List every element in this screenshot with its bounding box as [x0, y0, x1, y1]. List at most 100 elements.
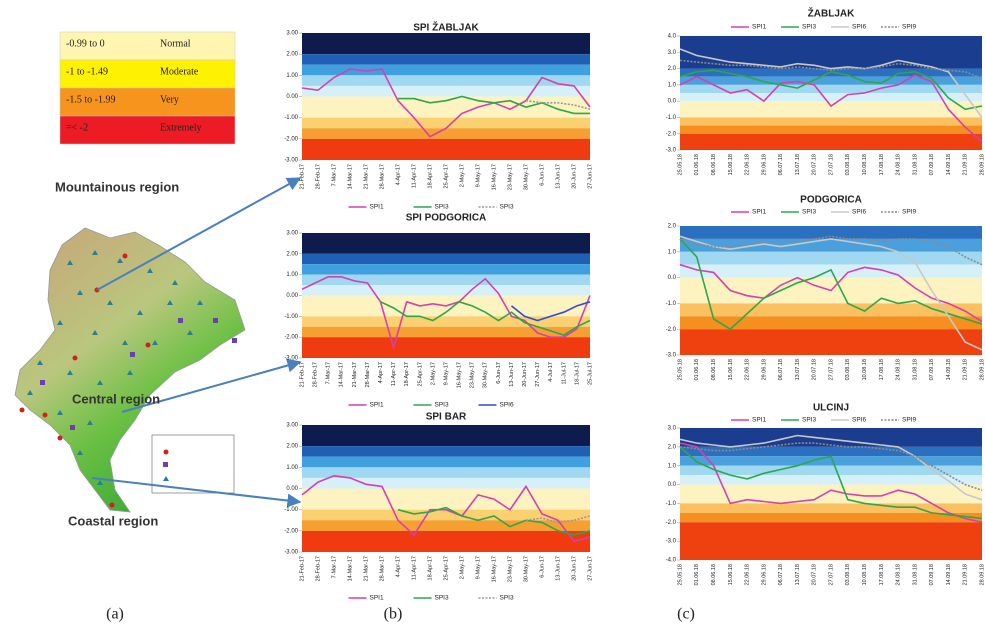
legend-label: SPI9	[902, 24, 916, 31]
panel-label: (c)	[677, 606, 695, 623]
x-tick-label: 08.06.18	[711, 359, 717, 380]
class-name: Very	[160, 94, 179, 105]
x-tick-label: 29.06.18	[761, 359, 767, 380]
panel-label: (a)	[106, 606, 124, 623]
chart-title: SPI PODGORICA	[406, 213, 487, 224]
x-tick-label: 25.05.18	[677, 564, 683, 585]
region-label: Central region	[72, 391, 160, 406]
x-tick-label: 30-May-17	[483, 362, 489, 388]
x-tick-label: 15.06.18	[728, 564, 734, 585]
x-tick-label: 18-Jul-17	[574, 362, 580, 385]
class-band	[680, 239, 982, 252]
x-tick-label: 7-Mar-17	[326, 362, 332, 384]
x-tick-label: 13.07.18	[795, 154, 801, 175]
y-tick-label: 0.00	[286, 94, 298, 100]
x-tick-label: 21-Mar-17	[352, 362, 358, 387]
x-tick-label: 06.07.18	[778, 154, 784, 175]
x-tick-label: 10.08.18	[862, 154, 868, 175]
y-tick-label: -2.00	[284, 335, 298, 341]
x-tick-label: 6-Jun-17	[539, 164, 545, 186]
class-band	[302, 285, 590, 295]
x-tick-label: 17.08.18	[879, 154, 885, 175]
x-tick-label: 20-Jun-17	[571, 164, 577, 189]
legend-label: SPI3	[435, 204, 449, 211]
legend-label: SPI6	[500, 402, 514, 409]
y-tick-label: 0.00	[286, 293, 298, 299]
x-tick-label: 03.08.18	[845, 359, 851, 380]
legend-label: SPI6	[852, 417, 866, 424]
y-tick-label: -4.0	[666, 558, 677, 564]
y-tick-label: 1.00	[286, 272, 298, 278]
class-band	[680, 134, 982, 150]
legend-label: SPI3	[435, 595, 449, 602]
x-tick-label: 25-Apr-17	[417, 362, 423, 386]
x-tick-label: 15.06.18	[728, 359, 734, 380]
x-tick-label: 28-Mar-17	[379, 556, 385, 581]
class-band	[302, 478, 590, 489]
x-tick-label: 31.08.18	[912, 154, 918, 175]
x-tick-label: 25.05.18	[677, 359, 683, 380]
class-band	[302, 489, 590, 510]
class-band	[680, 36, 982, 69]
x-tick-label: 07.09.18	[929, 359, 935, 380]
x-tick-label: 01.06.18	[694, 564, 700, 585]
x-tick-label: 01.06.18	[694, 154, 700, 175]
class-band	[680, 475, 982, 484]
y-tick-label: 0.0	[668, 99, 677, 105]
chart-title: ULCINJ	[813, 403, 849, 414]
x-tick-label: 7-Mar-17	[331, 164, 337, 186]
x-tick-label: 18-Apr-17	[427, 556, 433, 580]
x-tick-label: 13-Jun-17	[509, 362, 515, 387]
x-tick-label: 08.06.18	[711, 154, 717, 175]
x-tick-label: 18-Apr-17	[404, 362, 410, 386]
x-tick-label: 18-Apr-17	[427, 164, 433, 188]
x-tick-label: 31.08.18	[912, 359, 918, 380]
x-tick-label: 17.08.18	[879, 359, 885, 380]
x-tick-label: 17.08.18	[879, 564, 885, 585]
x-tick-label: 6-Jun-17	[539, 556, 545, 578]
x-tick-label: 6-Jun-17	[496, 362, 502, 384]
x-tick-label: 28.09.18	[979, 564, 985, 585]
class-band	[302, 467, 590, 478]
class-band	[680, 329, 982, 355]
class-band	[680, 447, 982, 456]
class-band	[302, 425, 590, 446]
y-tick-label: -1.0	[666, 501, 677, 507]
x-tick-label: 23-May-17	[507, 556, 513, 582]
x-tick-label: 20.07.18	[812, 564, 818, 585]
x-tick-label: 21.09.18	[963, 564, 969, 585]
y-tick-label: 0.0	[668, 482, 677, 488]
x-tick-label: 9-May-17	[443, 362, 449, 385]
y-tick-label: 4.0	[668, 34, 677, 40]
class-band	[302, 457, 590, 468]
region-label: Coastal region	[68, 513, 158, 528]
x-tick-label: 20-Jun-17	[522, 362, 528, 387]
x-tick-label: 14-Mar-17	[347, 556, 353, 581]
x-tick-label: 21-Feb-17	[299, 362, 305, 387]
class-band	[302, 510, 590, 521]
x-tick-label: 03.08.18	[845, 154, 851, 175]
x-tick-label: 2-May-17	[459, 556, 465, 579]
y-tick-label: 1.0	[668, 463, 677, 469]
x-tick-label: 28.09.18	[979, 154, 985, 175]
y-tick-label: 2.0	[668, 444, 677, 450]
x-tick-label: 24.08.18	[896, 564, 902, 585]
x-tick-label: 4-Apr-17	[395, 556, 401, 577]
legend-label: SPI3	[435, 402, 449, 409]
x-tick-label: 13.07.18	[795, 564, 801, 585]
x-tick-label: 24.08.18	[896, 359, 902, 380]
class-band	[680, 316, 982, 329]
x-tick-label: 27.07.18	[828, 564, 834, 585]
class-band	[302, 254, 590, 264]
y-tick-label: 2.0	[668, 66, 677, 72]
y-tick-label: 2.0	[668, 224, 677, 230]
legend-label: SPI3	[802, 24, 816, 31]
class-band	[302, 118, 590, 129]
x-tick-label: 16-May-17	[491, 556, 497, 582]
x-tick-label: 10.08.18	[862, 564, 868, 585]
x-tick-label: 06.07.18	[778, 564, 784, 585]
y-tick-label: -3.0	[666, 353, 677, 359]
x-tick-label: 08.06.18	[711, 564, 717, 585]
x-tick-label: 20.07.18	[812, 359, 818, 380]
x-tick-label: 28.09.18	[979, 359, 985, 380]
